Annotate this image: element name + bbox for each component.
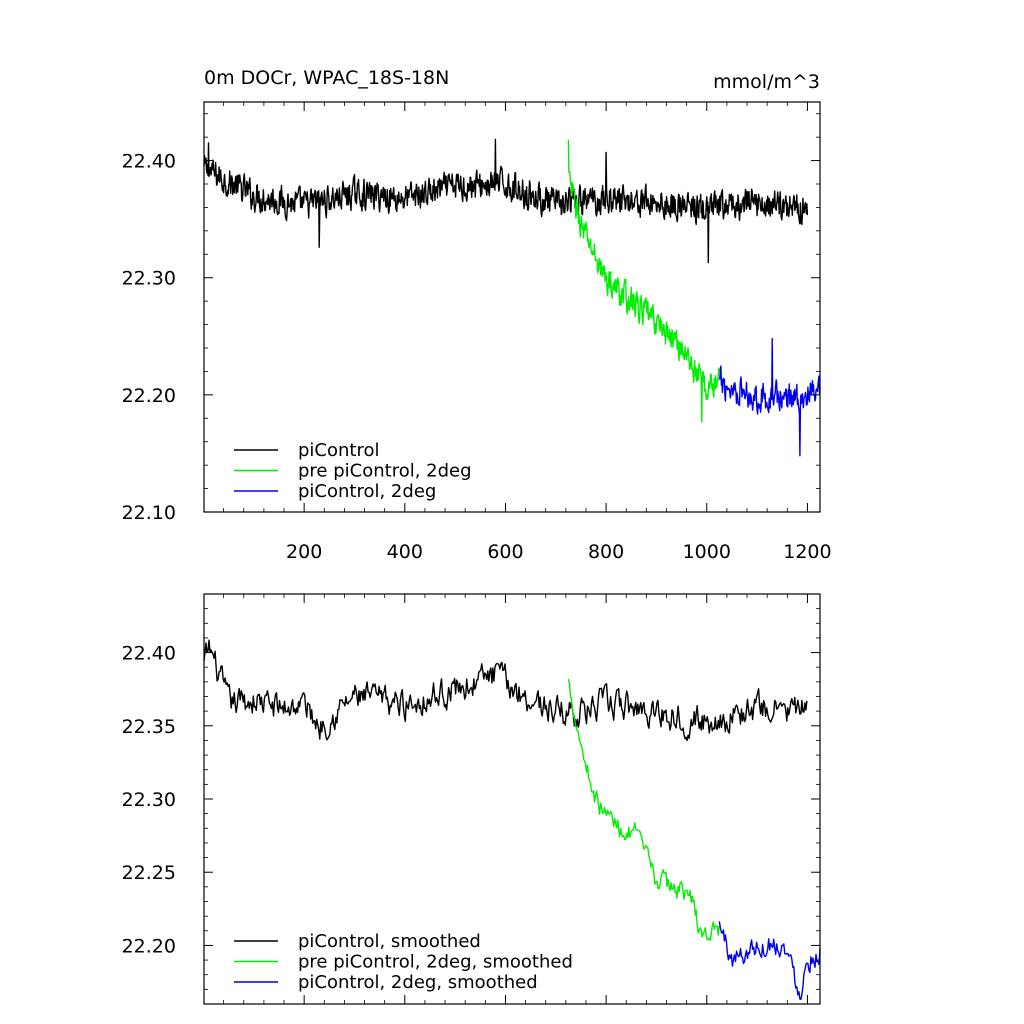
y-tick-label: 22.25 [122,862,176,884]
series-line-picontrol-2deg-smoothed [718,921,821,1000]
x-tick-label: 1200 [783,541,831,563]
series-line-picontrol-2deg [719,337,821,457]
series-line-picontrol-smoothed [203,639,808,742]
series-line-pre-picontrol-2deg [567,139,720,423]
top-x-tick-labels: 200 400 600 800 1000 1200 [286,541,832,563]
legend-label-pre-picontrol-2deg-smoothed: pre piControl, 2deg, smoothed [298,952,573,973]
bottom-series-group [203,639,821,1000]
y-tick-label: 22.40 [122,151,176,173]
y-tick-label: 22.10 [122,502,176,524]
y-tick-label: 22.30 [122,268,176,290]
legend-label-pre-picontrol-2deg: pre piControl, 2deg [298,461,472,482]
series-line-pre-picontrol-2deg-smoothed [567,678,720,942]
bottom-y-tick-labels: 22.20 22.25 22.30 22.35 22.40 [122,643,176,958]
y-tick-label: 22.40 [122,643,176,665]
top-y-tick-labels: 22.10 22.20 22.30 22.40 [122,151,176,524]
bottom-plot-frame [203,593,821,1005]
x-tick-label: 400 [387,541,423,563]
bottom-panel: 22.20 22.25 22.30 22.35 22.40 piControl, smo… [122,593,821,1005]
top-title-left: 0m DOCr, WPAC_18S-18N [204,67,449,89]
top-panel: 0m DOCr, WPAC_18S-18N mmol/m^3 22.10 22.2… [122,67,832,563]
legend-label-picontrol-2deg-smoothed: piControl, 2deg, smoothed [298,972,538,993]
top-units-label: mmol/m^3 [713,71,820,93]
top-plot-frame [203,101,821,513]
x-tick-label: 800 [588,541,624,563]
y-tick-label: 22.30 [122,789,176,811]
top-series-group [203,138,821,457]
y-tick-label: 22.20 [122,935,176,957]
bottom-ticks-group [204,593,820,1005]
x-tick-label: 600 [487,541,523,563]
x-tick-label: 1000 [683,541,731,563]
y-tick-label: 22.35 [122,716,176,738]
x-tick-label: 200 [286,541,322,563]
top-ticks-group [204,102,820,513]
y-tick-label: 22.20 [122,385,176,407]
legend-label-picontrol-2deg: piControl, 2deg [298,481,436,502]
series-line-picontrol [203,138,809,264]
legend-label-picontrol: piControl [298,440,380,461]
legend-label-picontrol-smoothed: piControl, smoothed [298,931,481,952]
